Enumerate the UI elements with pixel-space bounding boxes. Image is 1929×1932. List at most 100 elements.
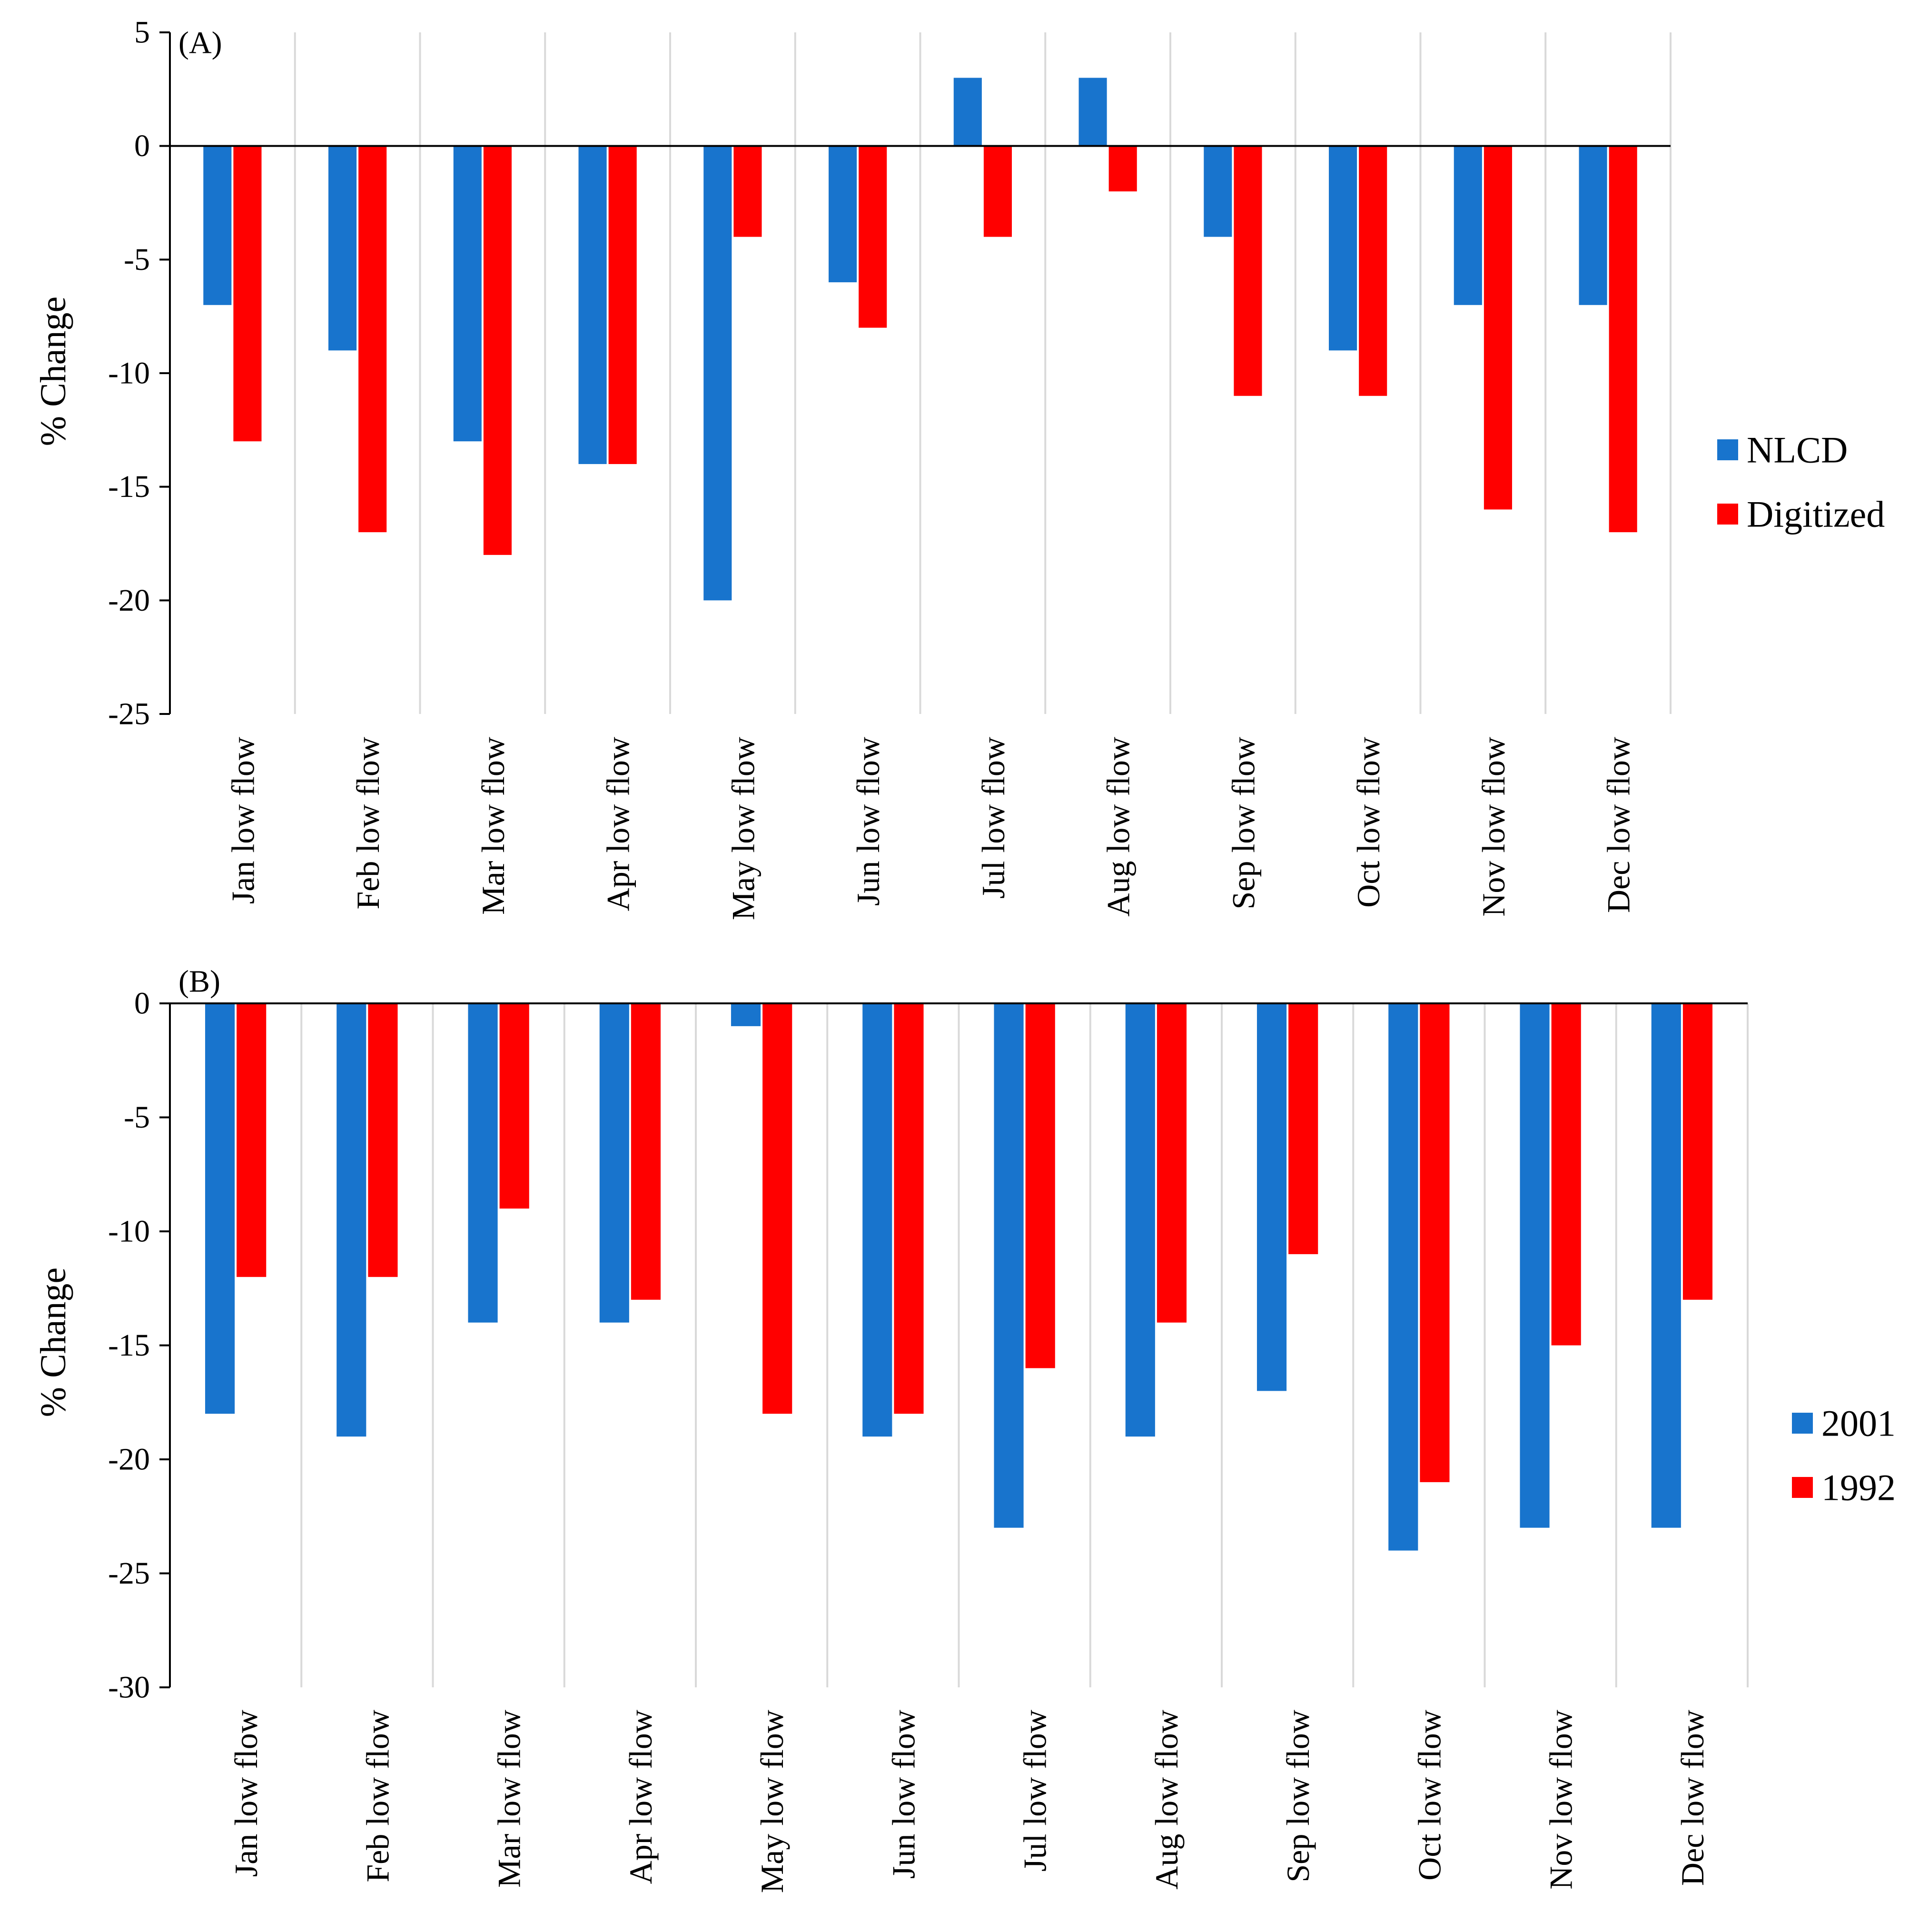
bar-digitized-mar — [483, 146, 512, 555]
bar-nlcd-aug — [1078, 78, 1107, 146]
y-tick-label: -30 — [108, 1670, 150, 1705]
bar-digitized-feb — [358, 146, 387, 533]
bar-nlcd-dec — [1579, 146, 1607, 305]
y-tick-label: -10 — [108, 356, 150, 391]
category-label: Nov low flow — [1543, 1710, 1579, 1890]
bar-digitized-may — [733, 146, 762, 237]
category-label: Mar low flow — [475, 737, 511, 915]
bar-nlcd-apr — [578, 146, 607, 464]
bar-1992-oct — [1420, 1003, 1450, 1482]
bar-nlcd-jul — [953, 78, 982, 146]
legend-swatch — [1792, 1413, 1813, 1434]
category-label: Jun low flow — [885, 1710, 921, 1879]
bar-1992-apr — [631, 1003, 661, 1300]
panel-label: (A) — [178, 26, 222, 60]
y-tick-label: 0 — [134, 986, 150, 1021]
bar-digitized-jul — [983, 146, 1012, 237]
bar-nlcd-oct — [1329, 146, 1357, 351]
y-tick-label: -10 — [108, 1214, 150, 1249]
bar-digitized-nov — [1484, 146, 1512, 510]
y-tick-label: -5 — [124, 242, 150, 277]
y-tick-label: 0 — [134, 129, 150, 163]
bar-1992-jun — [894, 1003, 924, 1414]
bar-nlcd-may — [703, 146, 732, 601]
y-axis-title: % Change — [33, 297, 73, 446]
bar-2001-mar — [468, 1003, 498, 1323]
bar-nlcd-jun — [829, 146, 857, 283]
bar-2001-aug — [1125, 1003, 1155, 1437]
bar-digitized-dec — [1609, 146, 1637, 533]
y-tick-label: -15 — [108, 469, 150, 504]
legend-swatch — [1717, 504, 1738, 525]
category-label: Aug low flow — [1100, 737, 1137, 917]
bar-1992-jul — [1025, 1003, 1055, 1368]
bar-2001-nov — [1520, 1003, 1550, 1528]
category-label: Dec low flow — [1674, 1710, 1711, 1886]
bar-2001-sep — [1256, 1003, 1287, 1391]
bar-nlcd-mar — [453, 146, 482, 442]
category-label: Aug low flow — [1148, 1710, 1185, 1890]
chart-panel-a: 5 0 -5 -10 -15 -20 -25 Jan low flow Feb low flow… — [33, 15, 1885, 921]
y-axis-title: % Change — [33, 1268, 73, 1417]
legend-label: NLCD — [1747, 429, 1848, 471]
bar-2001-jan — [205, 1003, 235, 1414]
panel-label: (B) — [178, 964, 220, 999]
legend-swatch — [1792, 1477, 1813, 1498]
category-label: Jan low flow — [225, 737, 261, 904]
bar-digitized-apr — [608, 146, 637, 464]
category-label: Oct low flow — [1411, 1710, 1447, 1881]
bar-1992-nov — [1551, 1003, 1581, 1346]
bar-digitized-aug — [1108, 146, 1137, 192]
bar-1992-dec — [1682, 1003, 1713, 1300]
bar-nlcd-jan — [203, 146, 232, 305]
bar-1992-jan — [237, 1003, 267, 1277]
legend-label: 1992 — [1821, 1467, 1896, 1508]
category-label: Jul low flow — [975, 737, 1011, 899]
category-label: Sep low flow — [1280, 1710, 1316, 1882]
category-label: Dec low flow — [1601, 737, 1637, 913]
chart-panel-b: 0 -5 -10 -15 -20 -25 -30 Jan low flow Feb low fl… — [33, 964, 1896, 1893]
legend-label: Digitized — [1747, 494, 1885, 535]
category-label: Apr low flow — [600, 737, 636, 911]
bar-digitized-jun — [859, 146, 887, 328]
category-label: May low flow — [725, 737, 761, 920]
bar-2001-jul — [994, 1003, 1024, 1528]
category-label: Mar low flow — [491, 1710, 527, 1888]
y-tick-label: -20 — [108, 1442, 150, 1477]
bar-2001-apr — [599, 1003, 629, 1323]
y-tick-label: -25 — [108, 1556, 150, 1591]
bar-2001-oct — [1388, 1003, 1418, 1551]
y-tick-label: 5 — [134, 15, 150, 50]
y-tick-label: -15 — [108, 1328, 150, 1363]
bar-1992-mar — [499, 1003, 529, 1209]
y-tick-label: -25 — [108, 697, 150, 732]
category-label: Nov low flow — [1475, 737, 1512, 917]
legend-label: 2001 — [1821, 1403, 1896, 1444]
category-label: Feb low flow — [359, 1710, 396, 1882]
category-label: Apr low flow — [623, 1710, 659, 1884]
bar-digitized-sep — [1234, 146, 1262, 396]
category-label: Feb low flow — [350, 737, 386, 910]
category-label: Oct low flow — [1350, 737, 1386, 908]
bar-digitized-oct — [1359, 146, 1387, 396]
bar-1992-may — [762, 1003, 792, 1414]
category-label: May low flow — [754, 1710, 790, 1893]
bar-nlcd-nov — [1454, 146, 1482, 305]
category-label: Jul low flow — [1017, 1710, 1053, 1872]
legend: 2001 1992 — [1792, 1403, 1896, 1508]
bar-nlcd-sep — [1204, 146, 1232, 237]
category-label: Sep low flow — [1225, 737, 1261, 910]
bar-2001-may — [731, 1003, 761, 1026]
bar-2001-feb — [336, 1003, 366, 1437]
bar-2001-dec — [1651, 1003, 1681, 1528]
bar-1992-feb — [368, 1003, 398, 1277]
bar-nlcd-feb — [328, 146, 357, 351]
y-tick-label: -5 — [124, 1100, 150, 1135]
bar-1992-aug — [1157, 1003, 1187, 1323]
legend-swatch — [1717, 439, 1738, 460]
bar-digitized-jan — [233, 146, 262, 442]
category-label: Jun low flow — [850, 737, 886, 906]
bar-2001-jun — [862, 1003, 892, 1437]
legend: NLCD Digitized — [1717, 429, 1885, 535]
